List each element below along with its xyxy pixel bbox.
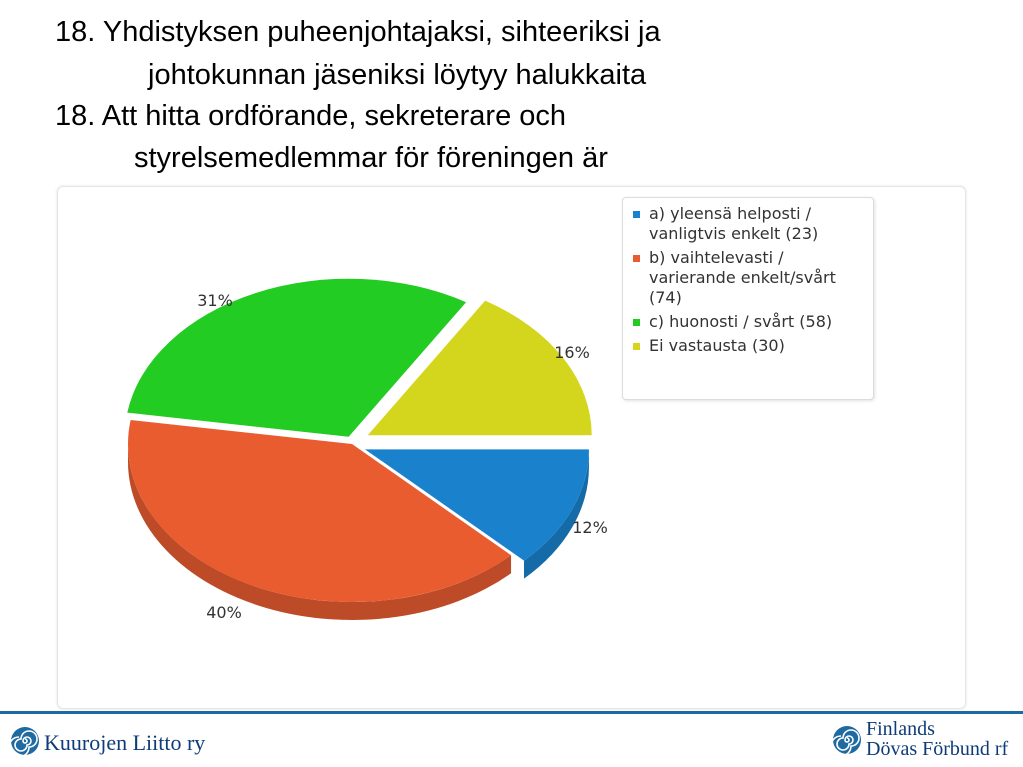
pie-slice-1[interactable] [127,419,512,602]
pie-percent-label-3: 16% [554,343,590,362]
legend-item-c[interactable]: c) huonosti / svårt (58) [633,312,865,332]
legend-swatch-c [633,319,640,326]
footer-rule [0,711,1023,714]
legend-swatch-b [633,255,640,262]
pie-percent-label-1: 40% [206,603,242,622]
title-line-2: johtokunnan jäseniksi löytyy halukkaita [148,59,647,91]
legend-item-d[interactable]: Ei vastausta (30) [633,336,865,356]
chart-legend: a) yleensä helposti / vanligtvis enkelt … [622,197,874,400]
legend-label-d: Ei vastausta (30) [649,336,785,355]
spiral-logo-icon [10,727,39,756]
slide-title: 18. Yhdistyksen puheenjohtajaksi, sihtee… [0,0,1023,185]
legend-label-c: c) huonosti / svårt (58) [649,312,833,331]
pie-slice-side-1 [128,444,512,621]
title-line-3: 18. Att hitta ordförande, sekreterare oc… [55,100,567,132]
legend-item-a[interactable]: a) yleensä helposti / vanligtvis enkelt … [633,204,865,244]
pie-percent-label-2: 31% [197,291,233,310]
right-org-name-line2: Dövas Förbund rf [866,738,1009,760]
title-line-4: styrelsemedlemmar för föreningen är [134,142,608,174]
pie-slice-side-0 [524,449,589,579]
left-org-name: Kuurojen Liitto ry [44,730,206,755]
legend-swatch-a [633,211,640,218]
spiral-logo-icon-right [832,726,861,755]
legend-swatch-d [633,343,640,350]
pie-percent-label-0: 12% [572,518,608,537]
right-org-name-line1: Finlands [866,718,935,740]
pie-slice-0[interactable] [364,449,589,561]
pie-slice-2[interactable] [127,278,467,437]
legend-label-a: a) yleensä helposti / vanligtvis enkelt … [649,204,819,243]
legend-label-b: b) vaihtelevasti / varierande enkelt/svå… [649,248,836,307]
legend-item-b[interactable]: b) vaihtelevasti / varierande enkelt/svå… [633,248,865,308]
title-line-1: 18. Yhdistyksen puheenjohtajaksi, sihtee… [55,16,661,48]
pie-slice-3[interactable] [367,300,592,436]
